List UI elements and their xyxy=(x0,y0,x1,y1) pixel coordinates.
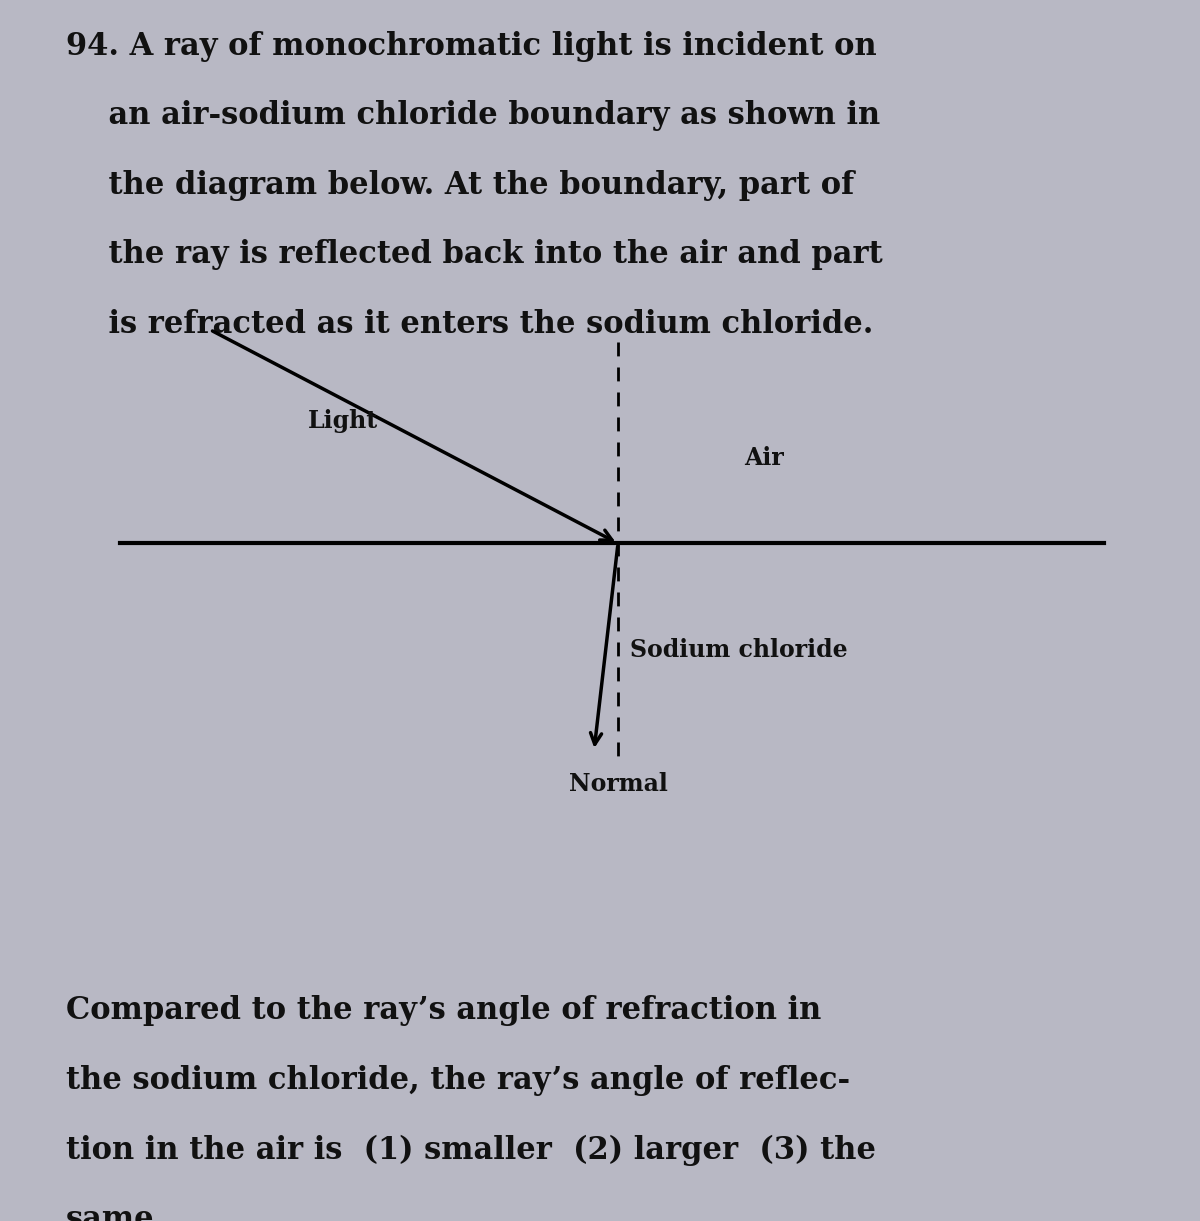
Text: Normal: Normal xyxy=(569,772,667,796)
Text: an air-sodium chloride boundary as shown in: an air-sodium chloride boundary as shown… xyxy=(66,100,881,131)
Text: 94. A ray of monochromatic light is incident on: 94. A ray of monochromatic light is inci… xyxy=(66,31,877,61)
Text: the diagram below. At the boundary, part of: the diagram below. At the boundary, part… xyxy=(66,170,854,200)
Text: is refracted as it enters the sodium chloride.: is refracted as it enters the sodium chl… xyxy=(66,309,874,339)
Text: Light: Light xyxy=(308,409,378,433)
Text: Air: Air xyxy=(744,446,784,470)
Text: the ray is reflected back into the air and part: the ray is reflected back into the air a… xyxy=(66,239,883,270)
Text: the sodium chloride, the ray’s angle of reflec-: the sodium chloride, the ray’s angle of … xyxy=(66,1065,850,1095)
Text: Sodium chloride: Sodium chloride xyxy=(630,637,847,662)
Text: same: same xyxy=(66,1204,155,1221)
Text: Compared to the ray’s angle of refraction in: Compared to the ray’s angle of refractio… xyxy=(66,995,821,1026)
Text: tion in the air is  (1) smaller  (2) larger  (3) the: tion in the air is (1) smaller (2) large… xyxy=(66,1134,876,1166)
